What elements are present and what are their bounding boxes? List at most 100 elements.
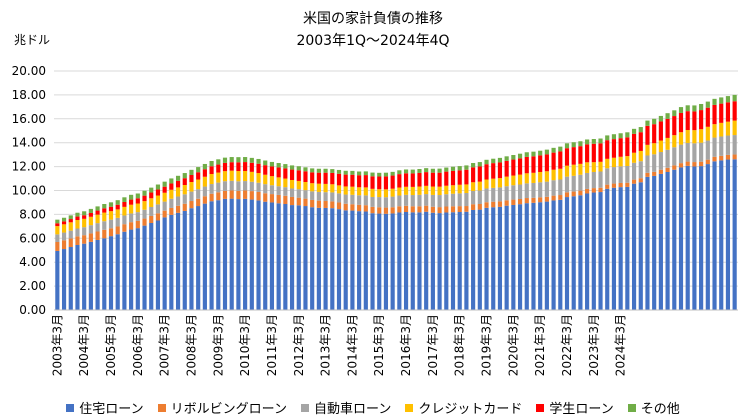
bar-segment bbox=[658, 140, 663, 153]
bar-segment bbox=[129, 199, 134, 205]
bar-segment bbox=[336, 173, 342, 186]
bar-segment bbox=[712, 156, 717, 162]
bar-segment bbox=[243, 162, 248, 172]
bar-segment bbox=[564, 192, 570, 198]
bar-segment bbox=[665, 113, 670, 119]
bar-segment bbox=[672, 147, 677, 166]
bar-segment bbox=[665, 167, 670, 172]
bar-segment bbox=[618, 166, 623, 183]
bar-segment bbox=[725, 154, 731, 160]
bar-segment bbox=[638, 182, 643, 310]
bar-segment bbox=[464, 169, 469, 185]
bar-segment bbox=[450, 206, 456, 213]
bar-segment bbox=[692, 130, 697, 144]
bar-segment bbox=[343, 194, 348, 204]
bar-segment bbox=[504, 200, 509, 206]
bar-segment bbox=[457, 184, 462, 194]
bar-segment bbox=[417, 212, 422, 310]
bar-segment bbox=[551, 195, 556, 201]
bar-segment bbox=[249, 171, 254, 182]
bar-segment bbox=[471, 182, 476, 191]
bar-segment bbox=[222, 157, 228, 163]
bar-segment bbox=[115, 217, 120, 227]
bar-segment bbox=[249, 162, 254, 172]
bar-segment bbox=[289, 165, 295, 170]
bar-segment bbox=[149, 187, 154, 193]
bar-segment bbox=[75, 220, 80, 229]
bar-segment bbox=[544, 171, 549, 182]
bar-segment bbox=[658, 121, 663, 141]
bar-segment bbox=[256, 191, 261, 201]
bar-segment bbox=[296, 180, 301, 190]
bar-segment bbox=[517, 198, 523, 205]
bar-segment bbox=[705, 101, 710, 108]
bar-segment bbox=[82, 211, 87, 216]
bar-segment bbox=[618, 133, 623, 139]
chart-subtitle: 2003年1Q～2024年4Q bbox=[296, 33, 450, 49]
bar-segment bbox=[202, 169, 207, 177]
bar-segment bbox=[678, 167, 684, 310]
bar-segment bbox=[209, 184, 214, 194]
bar-segment bbox=[283, 178, 288, 188]
bar-segment bbox=[343, 174, 348, 187]
x-tick-label: 2009年3月 bbox=[211, 314, 225, 376]
bar-segment bbox=[390, 213, 395, 310]
bar-segment bbox=[196, 198, 201, 207]
bar-segment bbox=[725, 102, 731, 122]
bar-segment bbox=[531, 172, 536, 183]
bar-segment bbox=[330, 169, 335, 173]
bar-segment bbox=[229, 190, 234, 199]
bar-segment bbox=[209, 160, 214, 167]
bar-segment bbox=[95, 210, 100, 215]
bar-segment bbox=[383, 213, 389, 310]
bar-segment bbox=[95, 231, 100, 240]
bar-segment bbox=[336, 209, 342, 310]
bar-segment bbox=[149, 206, 154, 216]
bar-segment bbox=[175, 205, 181, 213]
bar-segment bbox=[169, 198, 174, 208]
bar-segment bbox=[477, 190, 482, 204]
bar-segment bbox=[390, 196, 395, 208]
bar-segment bbox=[564, 165, 570, 177]
bar-segment bbox=[471, 209, 476, 310]
bar-segment bbox=[578, 174, 583, 191]
bar-segment bbox=[122, 224, 127, 232]
bar-segment bbox=[323, 201, 328, 208]
bar-segment bbox=[316, 183, 321, 192]
bar-segment bbox=[571, 147, 576, 165]
x-tick-label: 2021年3月 bbox=[533, 314, 547, 376]
bar-segment bbox=[88, 212, 93, 217]
bar-segment bbox=[263, 193, 268, 202]
bar-segment bbox=[68, 230, 73, 239]
bar-segment bbox=[645, 120, 650, 126]
bar-segment bbox=[370, 206, 375, 214]
bar-segment bbox=[108, 236, 114, 310]
bar-segment bbox=[692, 166, 697, 310]
bar-segment bbox=[88, 216, 93, 226]
bar-segment bbox=[102, 221, 107, 230]
y-tick-label: 16.00 bbox=[12, 112, 46, 126]
bar-segment bbox=[108, 219, 114, 229]
bar-segment bbox=[538, 155, 543, 172]
bar-segment bbox=[457, 212, 462, 310]
x-tick-label: 2022年3月 bbox=[560, 314, 574, 376]
bar-segment bbox=[685, 111, 690, 131]
bar-segment bbox=[55, 226, 60, 235]
bar-segment bbox=[578, 195, 583, 310]
bar-segment bbox=[88, 225, 93, 234]
bar-segment bbox=[430, 206, 435, 213]
legend-swatch bbox=[536, 403, 545, 412]
bar-segment bbox=[377, 189, 382, 198]
bar-segment bbox=[631, 162, 637, 180]
bar-segment bbox=[665, 137, 670, 150]
legend-label: リボルビングローン bbox=[170, 402, 287, 417]
bar-segment bbox=[162, 192, 167, 202]
bar-segment bbox=[129, 213, 134, 223]
bar-segment bbox=[276, 177, 281, 187]
bar-segment bbox=[303, 167, 308, 172]
bar-segment bbox=[155, 189, 161, 196]
x-tick-label: 2003年3月 bbox=[50, 314, 64, 376]
bar-segment bbox=[129, 222, 134, 230]
bar-segment bbox=[605, 140, 610, 159]
